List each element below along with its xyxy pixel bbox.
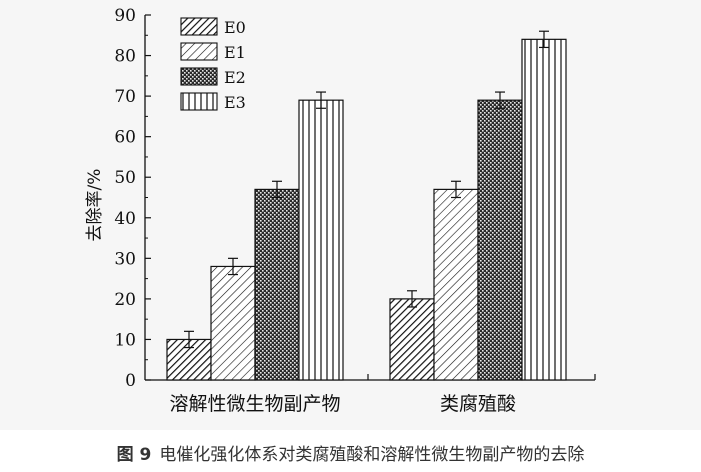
figure-number: 图 9 xyxy=(116,445,152,465)
legend-label-e1: E1 xyxy=(224,43,246,62)
y-tick-label: 60 xyxy=(114,128,136,148)
y-tick-label: 90 xyxy=(114,6,136,26)
y-tick-label: 70 xyxy=(114,87,136,107)
y-tick-label: 40 xyxy=(114,209,136,229)
legend-swatch-e2 xyxy=(180,67,218,86)
legend-swatch-e1 xyxy=(180,42,218,61)
bar-chart: 0 10 20 30 40 50 60 70 80 90 溶解性微生物副产物 类腐殖酸 E0 E1 E2… xyxy=(85,6,596,415)
y-tick-label: 80 xyxy=(114,47,136,67)
bar-e1 xyxy=(210,265,256,381)
legend-label-e3: E3 xyxy=(224,93,246,112)
y-axis-label: 去除率/% xyxy=(85,169,105,242)
bar-e2 xyxy=(254,188,300,381)
legend-label-e2: E2 xyxy=(224,68,246,87)
bar-e3 xyxy=(298,99,344,381)
y-tick-label: 20 xyxy=(114,290,136,310)
y-tick-label: 50 xyxy=(114,168,136,188)
figure-caption: 图 9 电催化强化体系对类腐殖酸和溶解性微生物副产物的去除 xyxy=(0,440,701,465)
legend-swatch-e3 xyxy=(180,92,218,111)
bars: 溶解性微生物副产物 类腐殖酸 xyxy=(166,30,567,415)
bar-e3 xyxy=(521,38,567,381)
bar-e0 xyxy=(389,298,435,381)
chart-frame: 0 10 20 30 40 50 60 70 80 90 溶解性微生物副产物 类腐殖酸 E0 E1 E2… xyxy=(85,6,596,415)
x-category-label: 溶解性微生物副产物 xyxy=(169,393,340,415)
figure-caption-text: 电催化强化体系对类腐殖酸和溶解性微生物副产物的去除 xyxy=(159,445,585,465)
bar-e2 xyxy=(477,99,523,381)
bar-e1 xyxy=(433,188,479,381)
y-tick-label: 10 xyxy=(114,330,136,350)
legend-label-e0: E0 xyxy=(224,18,246,37)
x-category-label: 类腐殖酸 xyxy=(440,393,516,415)
y-tick-label: 30 xyxy=(114,249,136,269)
y-tick-label: 0 xyxy=(125,371,136,391)
legend: E0 E1 E2 E3 xyxy=(180,17,246,112)
axes: 0 10 20 30 40 50 60 70 80 90 xyxy=(114,6,596,391)
legend-swatch-e0 xyxy=(180,17,218,36)
